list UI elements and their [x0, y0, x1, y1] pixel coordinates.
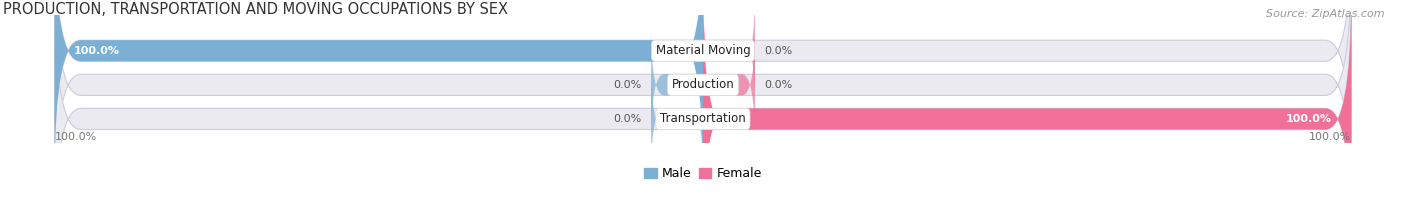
- FancyBboxPatch shape: [703, 0, 1351, 197]
- FancyBboxPatch shape: [703, 27, 755, 142]
- Text: 100.0%: 100.0%: [75, 46, 120, 56]
- Text: 0.0%: 0.0%: [613, 80, 641, 90]
- FancyBboxPatch shape: [55, 0, 703, 177]
- FancyBboxPatch shape: [703, 0, 755, 108]
- Text: 100.0%: 100.0%: [1286, 114, 1331, 124]
- Text: 0.0%: 0.0%: [765, 80, 793, 90]
- Text: Transportation: Transportation: [661, 112, 745, 125]
- Legend: Male, Female: Male, Female: [640, 162, 766, 185]
- Text: 100.0%: 100.0%: [1309, 132, 1351, 142]
- Text: Material Moving: Material Moving: [655, 44, 751, 57]
- Text: Source: ZipAtlas.com: Source: ZipAtlas.com: [1267, 9, 1385, 19]
- FancyBboxPatch shape: [55, 0, 1351, 197]
- FancyBboxPatch shape: [55, 0, 1351, 177]
- Text: PRODUCTION, TRANSPORTATION AND MOVING OCCUPATIONS BY SEX: PRODUCTION, TRANSPORTATION AND MOVING OC…: [3, 2, 508, 17]
- FancyBboxPatch shape: [55, 0, 1351, 197]
- Text: 0.0%: 0.0%: [613, 114, 641, 124]
- Text: 0.0%: 0.0%: [765, 46, 793, 56]
- Text: 100.0%: 100.0%: [55, 132, 97, 142]
- FancyBboxPatch shape: [651, 27, 703, 142]
- Text: Production: Production: [672, 78, 734, 91]
- FancyBboxPatch shape: [651, 61, 703, 177]
